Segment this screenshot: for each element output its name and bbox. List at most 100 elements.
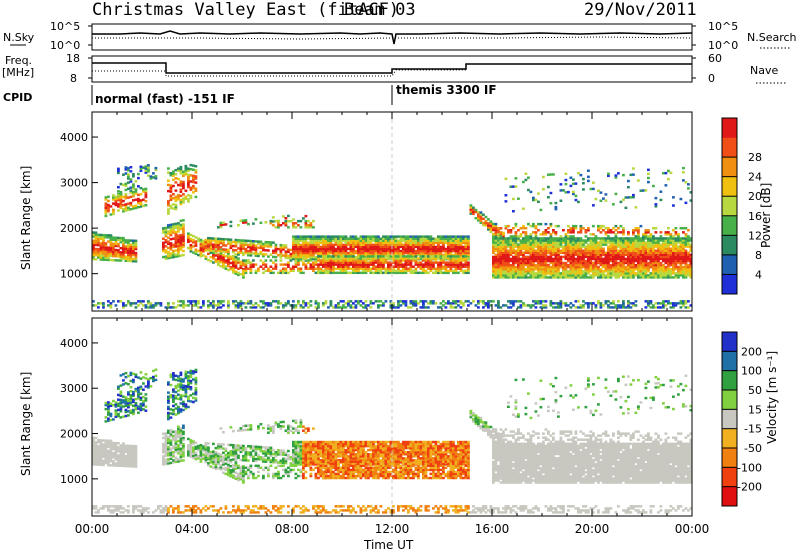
data-cell [539, 245, 543, 248]
data-cell [119, 193, 123, 196]
data-cell [327, 269, 330, 273]
data-cell [499, 276, 503, 279]
data-cell [419, 255, 423, 258]
data-cell [472, 206, 475, 209]
data-cell [124, 192, 128, 196]
data-cell [369, 243, 373, 247]
data-cell [314, 235, 318, 238]
data-cell [639, 237, 643, 240]
data-cell [654, 227, 658, 230]
data-cell [312, 219, 315, 223]
data-cell [289, 259, 293, 262]
data-cell [617, 257, 620, 261]
data-cell [524, 233, 528, 236]
data-cell [582, 263, 585, 267]
data-cell [484, 219, 488, 223]
data-cell [364, 259, 368, 262]
data-cell [317, 267, 320, 270]
data-cell [224, 248, 228, 251]
data-cell [192, 168, 195, 171]
data-cell [327, 249, 330, 253]
data-cell [439, 267, 443, 270]
data-cell [357, 241, 360, 245]
data-cell [599, 227, 603, 230]
data-cell [269, 253, 273, 256]
data-cell [564, 270, 568, 273]
data-cell [432, 263, 435, 266]
data-cell [687, 265, 690, 269]
data-cell [252, 222, 255, 225]
data-cell [664, 255, 668, 259]
data-cell [612, 249, 615, 252]
data-cell [522, 237, 525, 240]
data-cell [189, 246, 193, 249]
data-cell [589, 253, 593, 257]
data-cell [207, 252, 210, 256]
data-cell [377, 243, 380, 247]
data-cell [554, 251, 558, 255]
data-cell [442, 239, 445, 242]
data-cell [367, 253, 370, 257]
data-cell [609, 276, 613, 279]
data-cell [689, 255, 693, 259]
data-cell [209, 260, 213, 263]
data-cell [517, 253, 520, 257]
data-cell [499, 249, 503, 252]
data-cell [452, 239, 455, 242]
data-cell [612, 265, 615, 269]
data-cell [529, 190, 533, 194]
data-cell [569, 306, 573, 309]
data-cell [589, 265, 593, 269]
data-cell [552, 257, 555, 261]
data-cell [444, 241, 448, 245]
data-cell [302, 237, 305, 240]
data-cell [177, 238, 180, 241]
data-cell [402, 251, 405, 255]
data-cell [174, 189, 178, 192]
data-cell [457, 304, 460, 307]
data-cell [519, 235, 523, 238]
data-cell [199, 242, 203, 246]
data-cell [284, 263, 288, 266]
data-cell [639, 270, 643, 273]
data-cell [514, 268, 518, 271]
data-cell [454, 243, 458, 247]
data-cell [362, 269, 365, 273]
data-cell [597, 237, 600, 240]
data-cell [332, 235, 335, 238]
data-cell [412, 255, 415, 259]
data-cell [324, 300, 328, 303]
data-cell [564, 265, 568, 269]
data-cell [467, 253, 470, 257]
data-cell [542, 261, 545, 265]
data-cell [244, 221, 248, 224]
data-cell [604, 231, 608, 234]
data-cell [577, 241, 580, 244]
data-cell [397, 247, 400, 251]
data-cell [419, 239, 423, 242]
data-cell [304, 224, 308, 227]
data-cell [632, 231, 635, 234]
data-cell [609, 249, 613, 252]
power-xticks [91, 112, 693, 311]
data-cell [559, 300, 563, 303]
data-cell [612, 231, 615, 234]
data-cell [312, 235, 315, 238]
data-cell [652, 304, 655, 307]
data-cell [529, 261, 533, 265]
data-cell [207, 245, 210, 248]
data-cell [642, 259, 645, 263]
data-cell [467, 257, 470, 260]
data-cell [674, 263, 678, 267]
data-cell [419, 241, 423, 245]
data-cell [469, 212, 473, 215]
data-cell [299, 249, 303, 253]
data-cell [239, 241, 243, 244]
data-cell [387, 235, 390, 238]
data-cell [362, 255, 365, 258]
data-cell [357, 300, 360, 303]
data-cell [374, 235, 378, 238]
data-cell [567, 243, 570, 246]
data-cell [239, 249, 243, 252]
data-cell [247, 267, 250, 270]
